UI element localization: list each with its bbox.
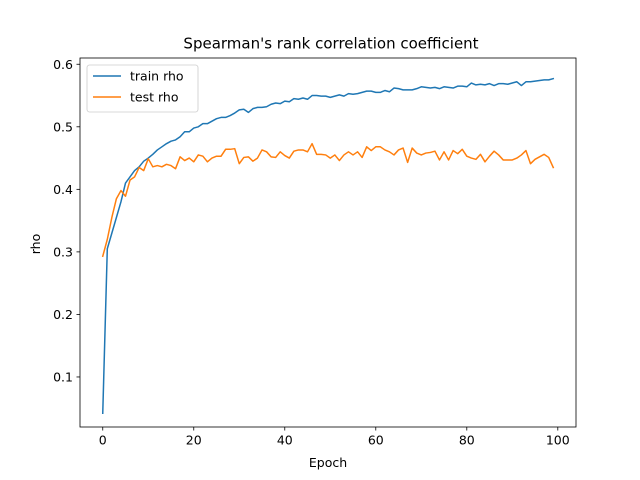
x-tick-label: 0	[99, 433, 107, 448]
y-tick-label: 0.6	[53, 57, 73, 72]
series-layer	[101, 77, 555, 415]
x-tick-label: 60	[368, 433, 384, 448]
chart-title: Spearman's rank correlation coefficient	[183, 35, 478, 53]
y-tick-label: 0.2	[53, 307, 73, 322]
legend-entry-test-rho: test rho	[130, 90, 178, 105]
x-tick-label: 20	[186, 433, 202, 448]
x-tick-label: 100	[546, 433, 570, 448]
series-line-test-rho	[101, 142, 555, 258]
y-tick-label: 0.5	[53, 119, 73, 134]
series-line-train-rho	[101, 77, 555, 415]
legend-entry-train-rho: train rho	[130, 69, 184, 84]
legend: train rho test rho	[86, 64, 199, 113]
axes-frame	[79, 57, 577, 428]
x-tick-label: 80	[459, 433, 475, 448]
axes-layer: 0 20 40 60 80 100 0.1 0.2 0.3 0.4 0.5 0.6	[53, 57, 577, 448]
y-tick-label: 0.3	[53, 244, 73, 259]
x-tick-label: 40	[277, 433, 293, 448]
plot-area	[80, 58, 576, 427]
y-tick-label: 0.1	[53, 369, 73, 384]
y-tick-label: 0.4	[53, 182, 73, 197]
x-axis-label: Epoch	[309, 455, 347, 470]
plot-background	[80, 58, 576, 427]
y-axis-label: rho	[28, 234, 43, 255]
